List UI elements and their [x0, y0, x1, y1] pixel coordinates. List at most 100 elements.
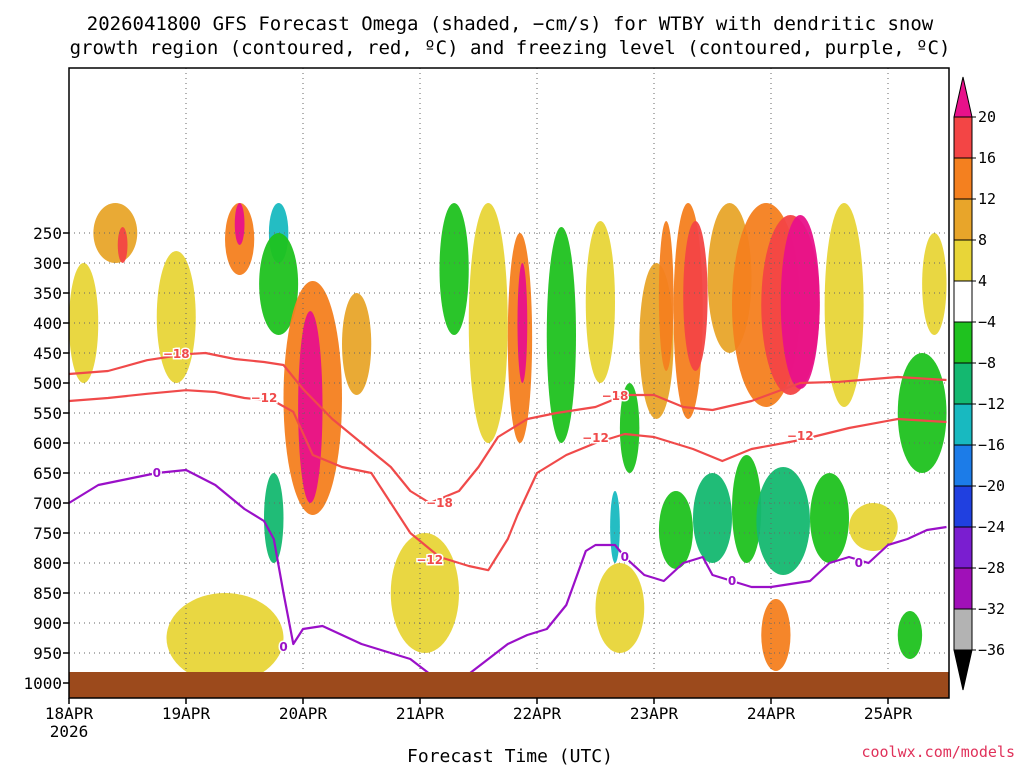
colorbar-swatch — [953, 116, 973, 159]
contour-label: 0 — [855, 556, 863, 570]
colorbar-label: 12 — [978, 190, 996, 208]
colorbar-swatch — [953, 403, 973, 446]
omega-cell — [610, 491, 620, 563]
y-tick-label: 950 — [33, 644, 62, 663]
y-tick-label: 350 — [33, 284, 62, 303]
y-tick-label: 400 — [33, 314, 62, 333]
omega-cell — [468, 203, 508, 443]
contour-label: −12 — [582, 431, 609, 445]
colorbar-swatch — [953, 362, 973, 405]
colorbar-label: −24 — [978, 518, 1005, 536]
y-tick-label: 550 — [33, 404, 62, 423]
omega-cell — [756, 467, 810, 575]
colorbar-swatch — [953, 198, 973, 241]
omega-cell — [761, 599, 791, 671]
contour-label: −12 — [416, 553, 443, 567]
omega-cell — [546, 227, 576, 443]
y-tick-label: 700 — [33, 494, 62, 513]
contours: −18 −18 −18 −12 −12 −12 −12 0 0 0 0 0 — [69, 346, 947, 685]
colorbar-label: 8 — [978, 231, 987, 249]
omega-cell — [683, 221, 708, 371]
colorbar-label: 16 — [978, 149, 996, 167]
colorbar-swatch — [953, 485, 973, 528]
contour-label: −18 — [426, 496, 453, 510]
omega-cell — [619, 383, 640, 473]
chart-title-line1: 2026041800 GFS Forecast Omega (shaded, −… — [87, 13, 934, 35]
contour-label: 0 — [153, 466, 161, 480]
colorbar-label: 20 — [978, 108, 996, 126]
colorbar-swatch — [953, 280, 973, 323]
x-tick-sublabel: 2026 — [50, 722, 89, 741]
contour-line — [69, 351, 947, 505]
contour-label: −12 — [787, 429, 814, 443]
colorbar-bottom-arrow — [953, 649, 973, 691]
colorbar-swatch — [953, 239, 973, 282]
chart-title-line2: growth region (contoured, red, ºC) and f… — [70, 37, 951, 59]
y-tick-label: 800 — [33, 554, 62, 573]
omega-cell — [849, 503, 898, 551]
colorbar-swatch — [953, 526, 973, 569]
omega-cell — [780, 215, 820, 389]
colorbar-swatch — [953, 321, 973, 364]
contour-label: −12 — [251, 391, 278, 405]
ground-terrain — [69, 672, 949, 698]
omega-cell — [156, 251, 196, 383]
omega-cell — [693, 473, 732, 563]
omega-cell — [439, 203, 469, 335]
omega-cell — [259, 233, 299, 335]
colorbar: 20 16 12 8 4 −4 −8 −12 −16 −20 −24 −28 −32 −36 — [953, 76, 1005, 691]
site-credit: coolwx.com/models — [861, 743, 1015, 761]
y-tick-label: 650 — [33, 464, 62, 483]
x-tick-label: 24APR — [747, 704, 796, 723]
colorbar-swatch — [953, 157, 973, 200]
colorbar-swatch — [953, 567, 973, 610]
colorbar-label: −4 — [978, 313, 996, 331]
colorbar-label: −8 — [978, 354, 996, 372]
colorbar-label: −32 — [978, 600, 1005, 618]
omega-cell — [658, 491, 693, 569]
colorbar-label: −20 — [978, 477, 1005, 495]
y-tick-label: 250 — [33, 224, 62, 243]
colorbar-swatch — [953, 444, 973, 487]
y-tick-label: 500 — [33, 374, 62, 393]
contour-label: 0 — [279, 640, 287, 654]
y-tick-label: 1000 — [23, 674, 62, 693]
omega-cell — [585, 221, 615, 383]
y-tick-label: 750 — [33, 524, 62, 543]
colorbar-top-arrow — [953, 76, 973, 118]
contour-line — [69, 389, 947, 572]
x-tick-label: 18APR — [45, 704, 94, 723]
plot-area: −18 −18 −18 −12 −12 −12 −12 0 0 0 0 0 — [69, 68, 949, 698]
y-tick-label: 300 — [33, 254, 62, 273]
x-tick-label: 21APR — [396, 704, 445, 723]
omega-cell — [342, 293, 372, 395]
contour-label: 0 — [728, 574, 736, 588]
colorbar-label: −16 — [978, 436, 1005, 454]
contour-label: −18 — [163, 347, 190, 361]
omega-cell — [922, 233, 947, 335]
omega-cell — [897, 611, 923, 659]
omega-cell — [69, 263, 99, 383]
omega-cell — [166, 593, 284, 683]
omega-cell — [117, 227, 128, 263]
contour-label: 0 — [621, 550, 629, 564]
x-tick-label: 25APR — [864, 704, 913, 723]
omega-cell — [658, 221, 674, 371]
y-axis: 250 300 350 400 450 500 550 600 650 700 750 800 850 9… — [23, 224, 69, 693]
omega-cell — [732, 455, 762, 563]
contour-label: −18 — [602, 389, 629, 403]
x-tick-label: 23APR — [630, 704, 679, 723]
x-tick-label: 19APR — [162, 704, 211, 723]
omega-cell — [264, 473, 284, 563]
colorbar-swatch — [953, 608, 973, 651]
omega-cell — [234, 203, 245, 245]
colorbar-label: 4 — [978, 272, 987, 290]
omega-cell — [298, 311, 323, 503]
y-tick-label: 600 — [33, 434, 62, 453]
x-tick-label: 22APR — [513, 704, 562, 723]
contour-line — [69, 468, 947, 685]
y-tick-label: 450 — [33, 344, 62, 363]
colorbar-label: −36 — [978, 641, 1005, 659]
